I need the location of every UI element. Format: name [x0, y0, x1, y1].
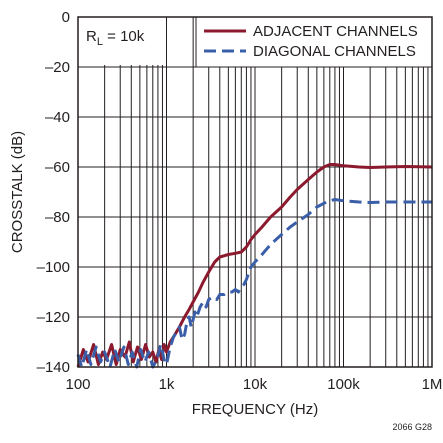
x-tick-label: 10k — [243, 376, 268, 393]
y-tick-label: –140 — [37, 359, 70, 376]
rl-annotation: RL = 10k — [86, 28, 145, 48]
series-line-diagonal — [76, 198, 432, 369]
x-axis-title: FREQUENCY (Hz) — [192, 401, 318, 418]
x-tick-label: 100 — [65, 376, 90, 393]
y-tick-label: –60 — [45, 159, 70, 176]
legend-label-adjacent: ADJACENT CHANNELS — [253, 23, 418, 40]
plot-frame — [77, 16, 433, 368]
y-tick-label: –40 — [45, 109, 70, 126]
legend-box — [195, 16, 433, 68]
x-tick-label: 1M — [422, 376, 443, 393]
series-line-adjacent — [76, 163, 433, 368]
figure-code: 2066 G28 — [392, 422, 432, 432]
x-tick-label: 1k — [159, 376, 175, 393]
x-tick-label: 100k — [327, 376, 360, 393]
y-tick-label: 0 — [62, 9, 70, 26]
y-tick-label: –20 — [45, 59, 70, 76]
legend-label-diagonal: DIAGONAL CHANNELS — [253, 43, 416, 60]
y-tick-label: –100 — [37, 259, 70, 276]
y-axis-title: CROSSTALK (dB) — [9, 131, 26, 253]
y-tick-label: –80 — [45, 209, 70, 226]
annotation-box — [78, 17, 166, 65]
y-tick-label: –120 — [37, 309, 70, 326]
